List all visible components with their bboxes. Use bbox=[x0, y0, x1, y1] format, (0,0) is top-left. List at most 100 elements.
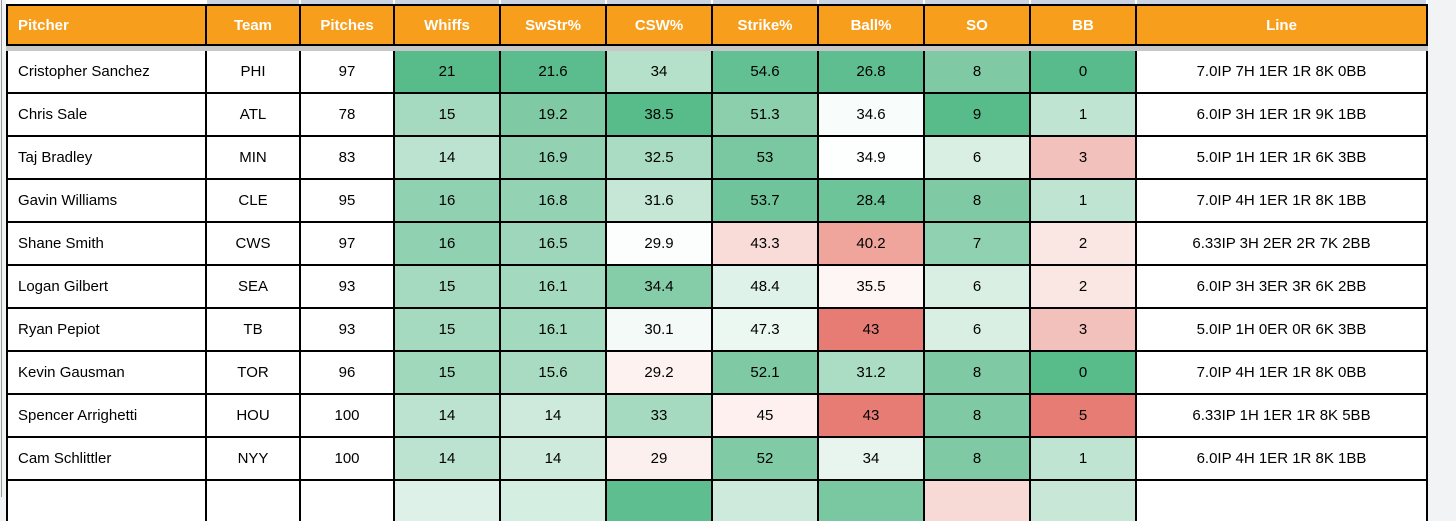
cell-whiffs[interactable]: 14 bbox=[395, 137, 501, 180]
cell-whiffs[interactable]: 15 bbox=[395, 266, 501, 309]
partial-cell-strike-pct[interactable] bbox=[713, 481, 819, 521]
cell-bb[interactable]: 1 bbox=[1031, 180, 1137, 223]
cell-whiffs[interactable]: 15 bbox=[395, 309, 501, 352]
partial-cell-so[interactable] bbox=[925, 481, 1031, 521]
cell-pitches[interactable]: 83 bbox=[301, 137, 395, 180]
cell-csw-pct[interactable]: 30.1 bbox=[607, 309, 713, 352]
cell-pitcher[interactable]: Cam Schlittler bbox=[6, 438, 207, 481]
cell-so[interactable]: 6 bbox=[925, 309, 1031, 352]
cell-strike-pct[interactable]: 52 bbox=[713, 438, 819, 481]
cell-bb[interactable]: 0 bbox=[1031, 352, 1137, 395]
cell-so[interactable]: 8 bbox=[925, 395, 1031, 438]
cell-csw-pct[interactable]: 29 bbox=[607, 438, 713, 481]
cell-strike-pct[interactable]: 53 bbox=[713, 137, 819, 180]
cell-line[interactable]: 6.0IP 3H 1ER 1R 9K 1BB bbox=[1137, 94, 1428, 137]
cell-pitches[interactable]: 78 bbox=[301, 94, 395, 137]
partial-cell-line[interactable] bbox=[1137, 481, 1428, 521]
cell-csw-pct[interactable]: 29.9 bbox=[607, 223, 713, 266]
cell-so[interactable]: 8 bbox=[925, 352, 1031, 395]
cell-so[interactable]: 6 bbox=[925, 266, 1031, 309]
cell-pitches[interactable]: 100 bbox=[301, 395, 395, 438]
cell-bb[interactable]: 3 bbox=[1031, 137, 1137, 180]
header-cell-csw-pct[interactable]: CSW% bbox=[607, 4, 713, 46]
cell-whiffs[interactable]: 16 bbox=[395, 180, 501, 223]
cell-line[interactable]: 7.0IP 4H 1ER 1R 8K 0BB bbox=[1137, 352, 1428, 395]
cell-pitcher[interactable]: Kevin Gausman bbox=[6, 352, 207, 395]
header-cell-ball-pct[interactable]: Ball% bbox=[819, 4, 925, 46]
cell-swstr-pct[interactable]: 16.1 bbox=[501, 309, 607, 352]
cell-strike-pct[interactable]: 53.7 bbox=[713, 180, 819, 223]
cell-csw-pct[interactable]: 31.6 bbox=[607, 180, 713, 223]
header-cell-so[interactable]: SO bbox=[925, 4, 1031, 46]
cell-team[interactable]: CWS bbox=[207, 223, 301, 266]
cell-team[interactable]: TOR bbox=[207, 352, 301, 395]
cell-swstr-pct[interactable]: 16.5 bbox=[501, 223, 607, 266]
cell-ball-pct[interactable]: 31.2 bbox=[819, 352, 925, 395]
cell-so[interactable]: 7 bbox=[925, 223, 1031, 266]
cell-ball-pct[interactable]: 26.8 bbox=[819, 51, 925, 94]
cell-strike-pct[interactable]: 51.3 bbox=[713, 94, 819, 137]
cell-csw-pct[interactable]: 32.5 bbox=[607, 137, 713, 180]
partial-cell-ball-pct[interactable] bbox=[819, 481, 925, 521]
cell-pitcher[interactable]: Cristopher Sanchez bbox=[6, 51, 207, 94]
cell-ball-pct[interactable]: 43 bbox=[819, 309, 925, 352]
cell-csw-pct[interactable]: 29.2 bbox=[607, 352, 713, 395]
cell-pitcher[interactable]: Gavin Williams bbox=[6, 180, 207, 223]
cell-bb[interactable]: 2 bbox=[1031, 266, 1137, 309]
cell-csw-pct[interactable]: 34 bbox=[607, 51, 713, 94]
cell-strike-pct[interactable]: 43.3 bbox=[713, 223, 819, 266]
cell-pitches[interactable]: 96 bbox=[301, 352, 395, 395]
cell-line[interactable]: 7.0IP 7H 1ER 1R 8K 0BB bbox=[1137, 51, 1428, 94]
header-cell-strike-pct[interactable]: Strike% bbox=[713, 4, 819, 46]
cell-swstr-pct[interactable]: 19.2 bbox=[501, 94, 607, 137]
cell-team[interactable]: PHI bbox=[207, 51, 301, 94]
cell-so[interactable]: 8 bbox=[925, 438, 1031, 481]
cell-bb[interactable]: 5 bbox=[1031, 395, 1137, 438]
cell-team[interactable]: CLE bbox=[207, 180, 301, 223]
cell-line[interactable]: 6.33IP 1H 1ER 1R 8K 5BB bbox=[1137, 395, 1428, 438]
partial-cell-csw-pct[interactable] bbox=[607, 481, 713, 521]
cell-bb[interactable]: 3 bbox=[1031, 309, 1137, 352]
cell-team[interactable]: MIN bbox=[207, 137, 301, 180]
cell-whiffs[interactable]: 21 bbox=[395, 51, 501, 94]
cell-team[interactable]: TB bbox=[207, 309, 301, 352]
cell-line[interactable]: 6.33IP 3H 2ER 2R 7K 2BB bbox=[1137, 223, 1428, 266]
cell-whiffs[interactable]: 14 bbox=[395, 395, 501, 438]
cell-csw-pct[interactable]: 33 bbox=[607, 395, 713, 438]
cell-bb[interactable]: 1 bbox=[1031, 438, 1137, 481]
cell-ball-pct[interactable]: 35.5 bbox=[819, 266, 925, 309]
cell-bb[interactable]: 0 bbox=[1031, 51, 1137, 94]
cell-swstr-pct[interactable]: 21.6 bbox=[501, 51, 607, 94]
cell-pitches[interactable]: 97 bbox=[301, 51, 395, 94]
cell-line[interactable]: 6.0IP 4H 1ER 1R 8K 1BB bbox=[1137, 438, 1428, 481]
cell-csw-pct[interactable]: 34.4 bbox=[607, 266, 713, 309]
cell-pitches[interactable]: 95 bbox=[301, 180, 395, 223]
cell-whiffs[interactable]: 16 bbox=[395, 223, 501, 266]
cell-swstr-pct[interactable]: 16.8 bbox=[501, 180, 607, 223]
cell-team[interactable]: HOU bbox=[207, 395, 301, 438]
cell-bb[interactable]: 1 bbox=[1031, 94, 1137, 137]
cell-ball-pct[interactable]: 34.6 bbox=[819, 94, 925, 137]
cell-strike-pct[interactable]: 54.6 bbox=[713, 51, 819, 94]
cell-pitcher[interactable]: Taj Bradley bbox=[6, 137, 207, 180]
cell-strike-pct[interactable]: 47.3 bbox=[713, 309, 819, 352]
cell-ball-pct[interactable]: 28.4 bbox=[819, 180, 925, 223]
cell-team[interactable]: SEA bbox=[207, 266, 301, 309]
cell-so[interactable]: 8 bbox=[925, 51, 1031, 94]
cell-so[interactable]: 6 bbox=[925, 137, 1031, 180]
cell-whiffs[interactable]: 15 bbox=[395, 352, 501, 395]
cell-pitcher[interactable]: Chris Sale bbox=[6, 94, 207, 137]
cell-strike-pct[interactable]: 52.1 bbox=[713, 352, 819, 395]
partial-cell-pitches[interactable] bbox=[301, 481, 395, 521]
cell-ball-pct[interactable]: 34.9 bbox=[819, 137, 925, 180]
cell-strike-pct[interactable]: 48.4 bbox=[713, 266, 819, 309]
cell-pitcher[interactable]: Ryan Pepiot bbox=[6, 309, 207, 352]
cell-whiffs[interactable]: 14 bbox=[395, 438, 501, 481]
cell-pitches[interactable]: 100 bbox=[301, 438, 395, 481]
cell-team[interactable]: ATL bbox=[207, 94, 301, 137]
cell-swstr-pct[interactable]: 16.9 bbox=[501, 137, 607, 180]
cell-ball-pct[interactable]: 40.2 bbox=[819, 223, 925, 266]
cell-swstr-pct[interactable]: 14 bbox=[501, 395, 607, 438]
cell-line[interactable]: 6.0IP 3H 3ER 3R 6K 2BB bbox=[1137, 266, 1428, 309]
cell-team[interactable]: NYY bbox=[207, 438, 301, 481]
